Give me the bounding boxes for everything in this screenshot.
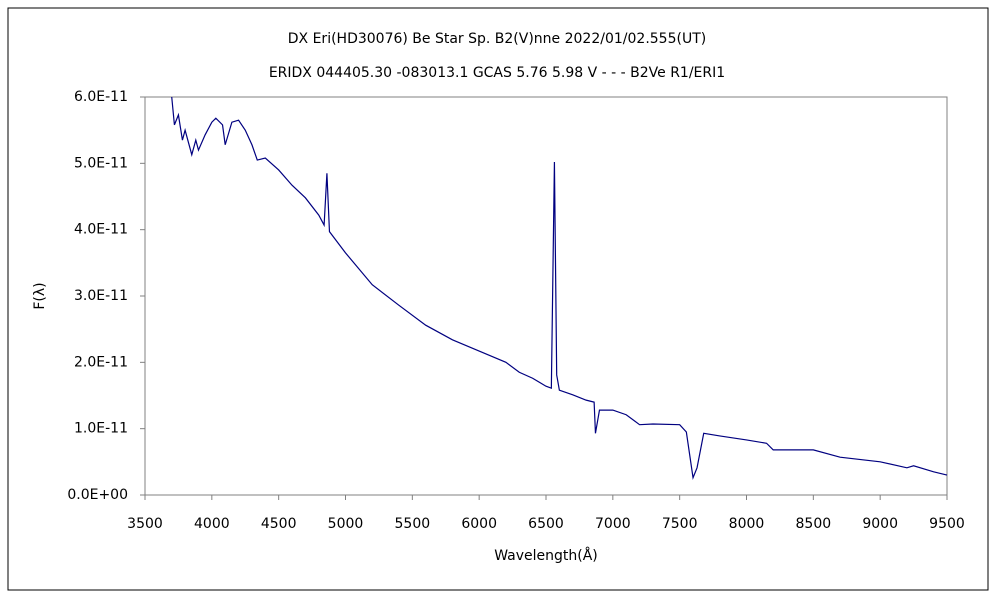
x-tick-label: 4500 [261, 516, 297, 532]
x-axis-label: Wavelength(Å) [494, 547, 598, 564]
x-tick-label: 9000 [862, 516, 898, 532]
x-tick-label: 5000 [328, 516, 364, 532]
y-axis-label: F(λ) [32, 282, 48, 309]
x-tick-label: 9500 [929, 516, 965, 532]
y-tick-label: 1.0E-11 [74, 421, 128, 437]
frame [7, 7, 989, 591]
x-tick-label: 6500 [528, 516, 564, 532]
spectrum-line [171, 96, 948, 481]
x-tick-label: 3500 [127, 516, 163, 532]
chart-title: DX Eri(HD30076) Be Star Sp. B2(V)nne 202… [288, 31, 706, 47]
chart-subtitle: ERIDX 044405.30 -083013.1 GCAS 5.76 5.98… [269, 65, 725, 81]
y-tick-label: 2.0E-11 [74, 354, 128, 370]
x-tick-label: 7000 [595, 516, 631, 532]
y-tick-label: 4.0E-11 [74, 222, 128, 238]
x-tick-label: 8500 [796, 516, 832, 532]
y-tick-label: 5.0E-11 [74, 155, 128, 171]
y-tick-label: 3.0E-11 [74, 288, 128, 304]
x-tick-label: 8000 [729, 516, 765, 532]
x-tick-label: 6000 [461, 516, 497, 532]
y-tick-label: 6.0E-11 [74, 89, 128, 105]
x-tick-label: 5500 [395, 516, 431, 532]
x-tick-label: 7500 [662, 516, 698, 532]
x-tick-label: 4000 [194, 516, 230, 532]
y-tick-label: 0.0E+00 [67, 487, 128, 503]
